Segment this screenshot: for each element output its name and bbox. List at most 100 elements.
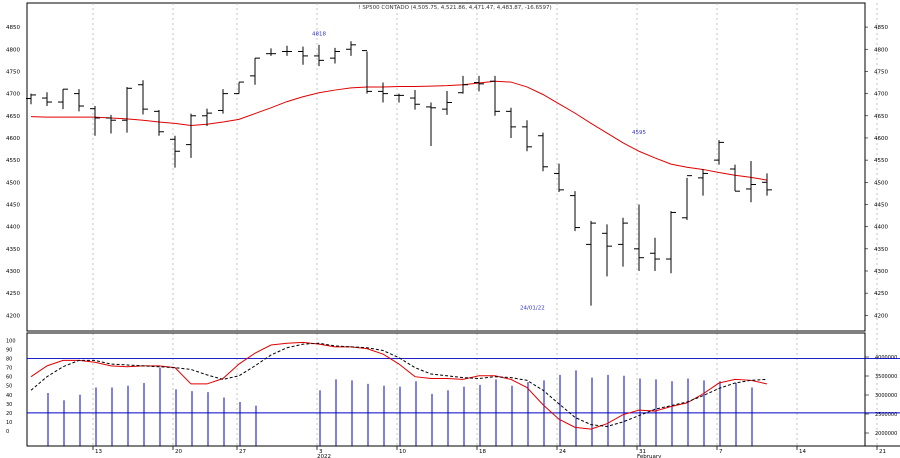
ohlc-bar <box>426 102 436 146</box>
ohlc-bar <box>378 82 388 103</box>
x-tick-label: 14 <box>799 449 806 455</box>
oscillator-y-label: 50 <box>6 384 12 390</box>
ohlc-bar <box>762 173 772 196</box>
ohlc-bar <box>714 140 724 165</box>
ohlc-bar <box>410 90 420 110</box>
ohlc-bar <box>26 93 36 105</box>
y-tick-label-left: 4850 <box>6 25 20 31</box>
price-annotation: 4818 <box>312 31 326 37</box>
ohlc-bar <box>314 44 324 67</box>
y-tick-label-left: 4350 <box>6 247 20 253</box>
y-tick-label-left: 4450 <box>6 202 20 208</box>
x-tick-label: 18 <box>479 449 486 455</box>
oscillator-y-label: 80 <box>6 357 12 363</box>
y-tick-label-left: 4500 <box>6 180 20 186</box>
ohlc-bar <box>362 50 372 94</box>
ohlc-bar <box>730 164 740 192</box>
ohlc-bar <box>474 75 484 92</box>
ohlc-bar <box>394 93 404 103</box>
ohlc-bar <box>570 191 580 232</box>
y-tick-label-right: 4600 <box>874 136 888 142</box>
volume-scale-label: 2500000 <box>875 412 897 418</box>
ohlc-bar <box>634 204 644 271</box>
ohlc-bar <box>538 132 548 172</box>
ohlc-bar <box>554 163 564 193</box>
y-tick-label-right: 4350 <box>874 247 888 253</box>
ohlc-bar <box>506 107 516 138</box>
y-tick-label-left: 4750 <box>6 69 20 75</box>
stochastic-main-line <box>30 341 768 430</box>
ohlc-bar <box>186 113 196 158</box>
ohlc-bar <box>42 92 52 107</box>
chart-title: ! SP500 CONTADO (4,505.75, 4,521.86, 4,4… <box>358 5 551 11</box>
y-tick-label-left: 4550 <box>6 158 20 164</box>
x-tick-label: 13 <box>95 449 102 455</box>
y-tick-label-right: 4800 <box>874 47 888 53</box>
x-tick-label: 20 <box>175 449 182 455</box>
ohlc-bar <box>442 90 452 115</box>
price-annotation: 4595 <box>632 130 646 136</box>
oscillator-y-label: 90 <box>6 348 12 354</box>
ohlc-bar <box>282 45 292 56</box>
x-tick-label: 24 <box>559 449 566 455</box>
y-tick-label-right: 4200 <box>874 313 888 319</box>
ohlc-bar <box>618 217 628 267</box>
y-tick-label-right: 4250 <box>874 291 888 297</box>
oscillator-panel-frame <box>26 332 866 447</box>
x-tick-label: 27 <box>239 449 246 455</box>
y-tick-label-right: 4500 <box>874 180 888 186</box>
volume-scale-label: 3000000 <box>875 393 897 399</box>
y-tick-label-right: 4450 <box>874 202 888 208</box>
x-tick-label: 31 <box>639 449 646 455</box>
y-tick-label-left: 4300 <box>6 269 20 275</box>
ohlc-bar <box>266 48 276 56</box>
ohlc-bar <box>602 224 612 277</box>
y-tick-label-left: 4200 <box>6 313 20 319</box>
y-tick-label-left: 4650 <box>6 114 20 120</box>
price-annotation: 24/01/22 <box>520 306 545 312</box>
oscillator-y-label: 40 <box>6 393 12 399</box>
oscillator-y-label: 30 <box>6 402 12 408</box>
x-tick-label: 10 <box>399 449 406 455</box>
x-axis: 13 20 27 3 10 18 24 31 7 14 21 2022 February <box>27 445 900 458</box>
price-panel: 4850 4850 4800 4800 4750 4750 4700 4700 4650 4650… <box>6 2 888 446</box>
oscillator-y-label: 0 <box>6 429 9 435</box>
moving-average-line <box>30 80 768 181</box>
oscillator-y-label: 70 <box>6 366 12 372</box>
y-tick-label-left: 4600 <box>6 136 20 142</box>
ohlc-bar <box>650 237 660 271</box>
ohlc-bar <box>746 161 756 203</box>
ohlc-bar <box>234 81 244 95</box>
volume-scale-label: 4000000 <box>875 355 897 361</box>
ohlc-bar <box>202 108 212 126</box>
y-tick-label-right: 4550 <box>874 158 888 164</box>
oscillator-panel: 1009080706050403020100400000035000003000… <box>6 332 900 447</box>
ohlc-bar <box>522 120 532 152</box>
x-period-label: February <box>637 454 662 458</box>
ohlc-bar <box>122 86 132 133</box>
y-tick-label-left: 4700 <box>6 92 20 98</box>
oscillator-y-label: 20 <box>6 411 12 417</box>
y-tick-label-left: 4800 <box>6 47 20 53</box>
ohlc-bar <box>698 169 708 196</box>
ohlc-bar <box>74 89 84 112</box>
volume-scale-label: 2000000 <box>875 431 897 437</box>
oscillator-y-label: 100 <box>6 339 16 345</box>
volume-scale-label: 3500000 <box>875 374 897 380</box>
oscillator-y-label: 60 <box>6 375 12 381</box>
ohlc-bar <box>586 220 596 306</box>
y-tick-label-right: 4300 <box>874 269 888 275</box>
ohlc-bar <box>218 89 228 114</box>
ohlc-bar <box>682 175 692 220</box>
ohlc-bar <box>90 106 100 136</box>
ohlc-bar <box>154 110 164 136</box>
ohlc-bar <box>666 211 676 274</box>
x-tick-label: 3 <box>319 449 323 455</box>
x-tick-label: 21 <box>879 449 886 455</box>
ohlc-bar <box>330 47 340 64</box>
y-tick-label-left: 4400 <box>6 225 20 231</box>
ohlc-bar <box>298 46 308 65</box>
ohlc-bar <box>458 75 468 94</box>
y-tick-label-right: 4850 <box>874 25 888 31</box>
